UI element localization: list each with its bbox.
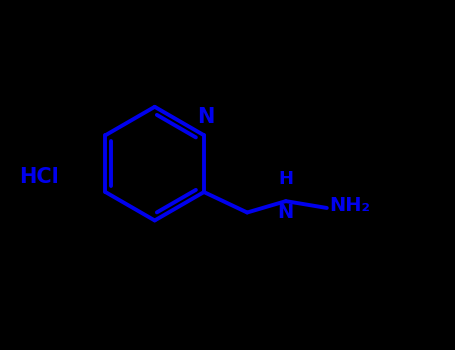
Text: N: N (278, 203, 294, 222)
Text: N: N (197, 107, 215, 127)
Text: NH₂: NH₂ (329, 196, 370, 215)
Text: HCl: HCl (19, 167, 59, 187)
Text: H: H (278, 170, 293, 188)
